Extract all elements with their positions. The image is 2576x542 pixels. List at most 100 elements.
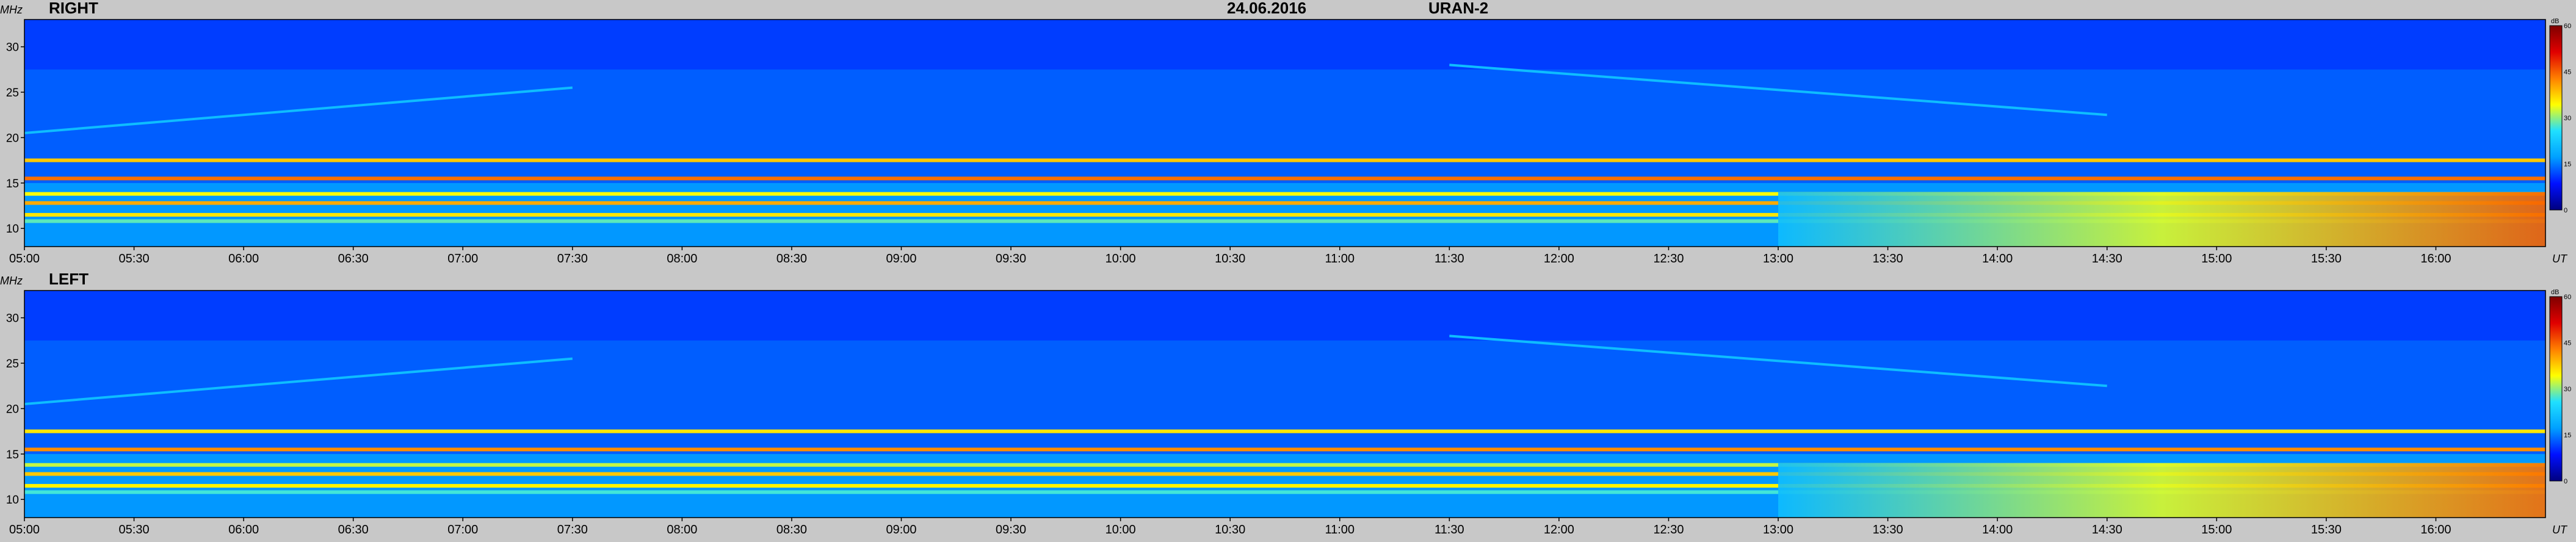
right-xtick-label: 10:30 — [1215, 252, 1245, 266]
right-xtick-label: 11:00 — [1325, 252, 1355, 266]
left-xtick-label: 08:00 — [667, 523, 697, 537]
right-xtick-label: 06:30 — [338, 252, 369, 266]
right-xtick-label: 05:00 — [9, 252, 40, 266]
right-spectrogram-panel: 10 15 20 25 30 MHz 05:00 05:30 06:00 06:30 07:00 07… — [0, 4, 2571, 266]
right-colorbar-tick: 45 — [2564, 69, 2571, 76]
left-xtick-label: 16:00 — [2420, 523, 2451, 537]
right-xtick-label: 05:30 — [119, 252, 150, 266]
right-xtick-label: 10:00 — [1105, 252, 1136, 266]
right-ytick-label: 10 — [6, 223, 19, 236]
left-xtick-label: 06:30 — [338, 523, 369, 537]
right-colorbar-tick: 30 — [2564, 115, 2571, 122]
left-colorbar-unit: dB — [2551, 289, 2559, 296]
right-colorbar-tick: 15 — [2564, 161, 2571, 168]
left-xtick-label: 14:30 — [2092, 523, 2122, 537]
right-xtick-label: 06:00 — [228, 252, 259, 266]
left-xtick-label: 11:30 — [1435, 523, 1464, 537]
left-xtick-label: 08:30 — [776, 523, 807, 537]
right-xtick-label: 12:30 — [1653, 252, 1684, 266]
observation-date: 24.06.2016 — [1227, 0, 1307, 17]
left-band-5 — [24, 490, 2545, 494]
left-xtick-label: 05:00 — [9, 523, 40, 537]
left-xtick-label: 09:00 — [886, 523, 916, 537]
left-xtick-label: 07:30 — [557, 523, 588, 537]
right-band-4 — [24, 212, 2545, 217]
left-band-3 — [24, 472, 2545, 476]
right-xtick-label: 13:30 — [1873, 252, 1903, 266]
left-ytick-label: 30 — [6, 313, 19, 325]
left-xtick-label: 05:30 — [119, 523, 150, 537]
right-band-1 — [24, 176, 2545, 181]
left-band-2 — [24, 463, 2545, 467]
left-colorbar — [2549, 296, 2563, 482]
left-x-axis-label: UT — [2552, 524, 2568, 536]
left-xtick-label: 13:00 — [1763, 523, 1793, 537]
right-colorbar-unit: dB — [2551, 18, 2559, 25]
left-heatmap-upper-region — [24, 291, 2545, 341]
left-xtick-label: 09:30 — [996, 523, 1026, 537]
right-xtick-label: 07:30 — [557, 252, 588, 266]
left-spectrogram-panel: 10 15 20 25 30 MHz 05:00 05:30 06:00 06:30 07:00 07… — [0, 275, 2571, 537]
left-band-0 — [24, 429, 2545, 433]
right-heatmap-upper-region — [24, 20, 2545, 70]
right-enhancement-region — [1778, 192, 2545, 247]
right-xtick-label: 09:30 — [996, 252, 1026, 266]
right-y-axis-label: MHz — [0, 4, 23, 16]
right-colorbar-tick: 0 — [2564, 207, 2567, 214]
left-colorbar-tick: 0 — [2564, 478, 2567, 485]
left-xtick-label: 06:00 — [228, 523, 259, 537]
left-drift-7 — [24, 357, 573, 405]
right-x-axis-label: UT — [2552, 253, 2568, 265]
right-xtick-label: 12:00 — [1544, 252, 1574, 266]
left-colorbar-tick: 60 — [2564, 294, 2571, 301]
left-xtick-label: 13:30 — [1873, 523, 1903, 537]
left-drift-8 — [1449, 334, 2107, 388]
right-band-2 — [24, 192, 2545, 196]
left-ytick-label: 25 — [6, 358, 19, 370]
left-xtick-label: 15:00 — [2201, 523, 2232, 537]
right-drift-7 — [24, 86, 573, 134]
left-band-1 — [24, 447, 2545, 452]
left-xtick-label: 14:00 — [1982, 523, 2013, 537]
left-xtick-label: 11:00 — [1325, 523, 1355, 537]
right-xtick-label: 14:00 — [1982, 252, 2013, 266]
right-xtick-label: 16:00 — [2420, 252, 2451, 266]
left-y-axis-label: MHz — [0, 275, 23, 287]
right-colorbar — [2549, 25, 2563, 211]
left-panel-title: LEFT — [49, 270, 89, 288]
left-ytick-label: 20 — [6, 403, 19, 416]
right-xtick-label: 11:30 — [1435, 252, 1464, 266]
right-ytick-label: 20 — [6, 132, 19, 145]
right-ytick-label: 30 — [6, 42, 19, 54]
left-band-4 — [24, 483, 2545, 488]
left-xtick-label: 10:30 — [1215, 523, 1245, 537]
right-colorbar-tick: 60 — [2564, 23, 2571, 30]
right-xtick-label: 13:00 — [1763, 252, 1793, 266]
left-xtick-label: 15:30 — [2311, 523, 2342, 537]
left-colorbar-tick: 45 — [2564, 340, 2571, 347]
left-xtick-label: 12:30 — [1653, 523, 1684, 537]
right-panel-title: RIGHT — [49, 0, 98, 17]
left-xtick-label: 12:00 — [1544, 523, 1574, 537]
right-xtick-label: 15:00 — [2201, 252, 2232, 266]
left-xtick-label: 10:00 — [1105, 523, 1136, 537]
left-colorbar-tick: 30 — [2564, 386, 2571, 393]
left-plot-frame — [24, 290, 2546, 518]
right-xtick-label: 07:00 — [447, 252, 478, 266]
right-drift-8 — [1449, 63, 2107, 117]
right-xtick-label: 14:30 — [2092, 252, 2122, 266]
right-plot-frame — [24, 19, 2546, 247]
left-ytick-label: 15 — [6, 449, 19, 461]
left-colorbar-tick: 15 — [2564, 432, 2571, 439]
left-enhancement-region — [1778, 463, 2545, 518]
right-xtick-label: 08:30 — [776, 252, 807, 266]
right-band-5 — [24, 219, 2545, 223]
right-band-3 — [24, 201, 2545, 205]
instrument-name: URAN-2 — [1428, 0, 1489, 17]
left-xtick-label: 07:00 — [447, 523, 478, 537]
right-ytick-label: 15 — [6, 178, 19, 190]
right-xtick-label: 08:00 — [667, 252, 697, 266]
right-band-0 — [24, 158, 2545, 162]
left-ytick-label: 10 — [6, 494, 19, 507]
